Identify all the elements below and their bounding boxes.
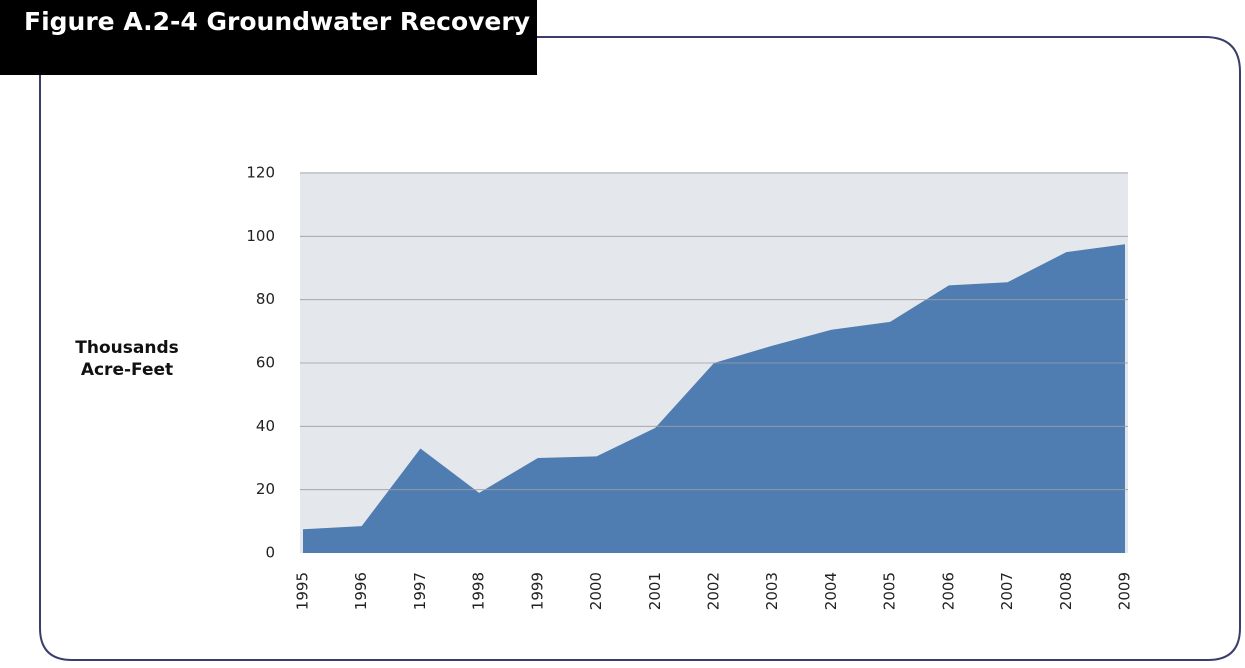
x-tick-label: 2007 xyxy=(998,572,1016,610)
x-tick-label: 2008 xyxy=(1057,572,1075,610)
x-tick-label: 1998 xyxy=(470,572,488,610)
area xyxy=(303,244,1125,553)
x-tick-label: 1999 xyxy=(528,572,546,610)
y-tick-label: 100 xyxy=(246,227,275,245)
x-tick-label: 2009 xyxy=(1116,572,1134,610)
chart-title: Figure A.2-4 Groundwater Recovery xyxy=(0,0,537,75)
frame xyxy=(39,36,1241,661)
x-tick-label: 2004 xyxy=(822,572,840,610)
x-tick-label: 1997 xyxy=(411,572,429,610)
x-tick-label: 1996 xyxy=(352,572,370,610)
x-tick-label: 2000 xyxy=(587,572,605,610)
x-tick-label: 2002 xyxy=(705,572,723,610)
y-axis-label: Thousands Acre-Feet xyxy=(75,338,179,380)
x-tick-label: 2001 xyxy=(646,572,664,610)
y-tick-label: 20 xyxy=(256,480,275,498)
x-tick-label: 1995 xyxy=(294,572,312,610)
y-tick-label: 0 xyxy=(265,544,275,562)
y-tick-label: 40 xyxy=(256,417,275,435)
y-tick-label: 120 xyxy=(246,164,275,182)
x-tick-label: 2003 xyxy=(763,572,781,610)
x-tick-label: 2006 xyxy=(939,572,957,610)
y-tick-label: 60 xyxy=(256,354,275,372)
x-tick-label: 2005 xyxy=(881,572,899,610)
y-tick-label: 80 xyxy=(256,290,275,308)
